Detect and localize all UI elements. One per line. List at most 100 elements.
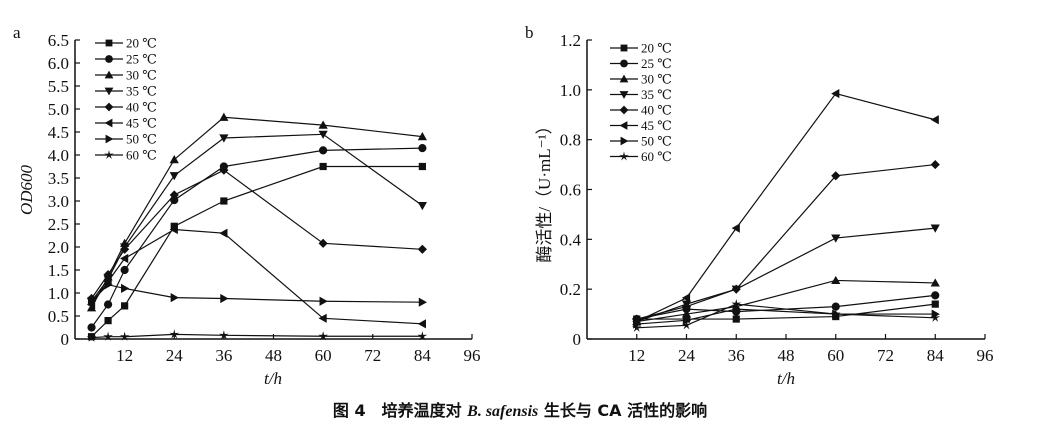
marker-triangle-left	[120, 253, 129, 264]
marker-triangle-left	[731, 223, 740, 233]
marker-circle	[831, 302, 840, 311]
marker-triangle-left	[318, 313, 327, 323]
marker-triangle-right	[682, 315, 692, 325]
marker-circle	[418, 144, 427, 153]
x-tick-label: 48	[778, 346, 795, 365]
legend-label: 40 ℃	[641, 103, 672, 118]
marker-triangle-right	[87, 296, 97, 306]
marker-triangle-right	[931, 309, 940, 319]
y-tick-label: 4.0	[48, 146, 69, 165]
y-tick-label: 6.5	[48, 31, 69, 50]
x-tick-label: 84	[927, 346, 945, 365]
legend-label: 35 ℃	[641, 87, 672, 102]
x-tick-label: 36	[215, 346, 232, 365]
y-axis-label: OD600	[17, 164, 36, 215]
marker-triangle-down	[831, 234, 841, 243]
x-tick-label: 60	[827, 346, 844, 365]
marker-square	[931, 300, 939, 308]
legend-label: 60 ℃	[641, 149, 672, 164]
marker-square	[105, 39, 113, 47]
marker-star	[731, 299, 742, 309]
series-45c	[86, 224, 426, 329]
x-tick-label: 84	[414, 346, 432, 365]
marker-star	[830, 309, 841, 319]
marker-diamond	[417, 244, 427, 254]
marker-diamond	[831, 171, 841, 181]
panel-b: t/h 酶活性/（U·mL⁻¹） b 0 0.2 0.4 0.6 0.8 1.0 1.2 12 2…	[525, 23, 994, 388]
marker-triangle-down	[417, 202, 427, 211]
marker-diamond	[731, 284, 741, 294]
legend: 20 ℃25 ℃30 ℃35 ℃40 ℃45 ℃50 ℃60 ℃	[610, 41, 672, 164]
marker-star	[619, 151, 629, 161]
series-60c	[86, 329, 428, 342]
marker-triangle-right	[620, 136, 629, 146]
x-tick-label: 72	[877, 346, 894, 365]
marker-triangle-right	[104, 280, 113, 290]
marker-triangle-right	[121, 283, 130, 293]
y-tick-label: 0.2	[560, 280, 581, 299]
y-tick-label: 1.2	[560, 31, 581, 50]
x-tick-label: 12	[116, 346, 133, 365]
series-line	[636, 163, 936, 320]
y-tick-label: 2.5	[48, 215, 69, 234]
marker-triangle-up	[619, 74, 629, 83]
x-tick-label: 36	[728, 346, 745, 365]
marker-triangle-up	[681, 309, 692, 318]
marker-square	[121, 302, 129, 310]
x-tick-label: 12	[628, 346, 645, 365]
marker-triangle-up	[86, 303, 97, 312]
legend-label: 30 ℃	[641, 72, 672, 87]
marker-circle	[319, 146, 328, 155]
marker-circle	[105, 55, 113, 63]
series-40c	[86, 165, 427, 304]
panel-label: b	[525, 23, 534, 42]
marker-star	[104, 150, 114, 159]
y-tick-label: 1.5	[48, 261, 69, 280]
legend-label: 35 ℃	[126, 84, 157, 99]
series-line	[636, 92, 936, 323]
marker-triangle-right	[418, 297, 427, 307]
y-tick-label: 1.0	[560, 81, 581, 100]
y-tick-label: 3.0	[48, 192, 69, 211]
caption-prefix: 图 4 培养温度对	[333, 401, 467, 420]
marker-square	[220, 197, 228, 205]
marker-circle	[87, 323, 96, 332]
marker-triangle-up	[417, 132, 427, 141]
marker-triangle-down	[619, 91, 629, 99]
marker-circle	[103, 300, 113, 309]
x-tick-label: 48	[265, 346, 282, 365]
marker-triangle-left	[417, 319, 426, 329]
marker-star	[318, 331, 328, 341]
marker-triangle-left	[930, 115, 939, 125]
marker-triangle-left	[104, 118, 113, 128]
marker-star	[219, 330, 229, 340]
y-tick-label: 3.5	[48, 169, 69, 188]
x-tick-label: 96	[464, 346, 481, 365]
marker-diamond	[219, 165, 229, 175]
y-tick-label: 0	[573, 330, 582, 349]
series-20c	[87, 162, 426, 341]
marker-square	[104, 317, 112, 325]
x-axis-label: t/h	[777, 369, 795, 388]
legend-label: 45 ℃	[126, 116, 157, 131]
marker-square	[170, 222, 178, 230]
x-tick-label: 60	[315, 346, 332, 365]
marker-triangle-up	[831, 275, 841, 285]
marker-star	[169, 329, 180, 339]
marker-circle	[120, 265, 129, 275]
marker-star	[930, 312, 941, 322]
x-axis-label: t/h	[264, 369, 282, 388]
marker-diamond	[169, 190, 179, 200]
marker-star	[681, 320, 692, 330]
marker-diamond	[86, 293, 97, 304]
marker-diamond	[681, 302, 692, 312]
x-tick-label: 72	[364, 346, 381, 365]
marker-star	[417, 331, 428, 341]
marker-triangle-left	[169, 224, 178, 235]
marker-diamond	[619, 105, 629, 115]
y-tick-label: 0.8	[560, 131, 581, 150]
marker-triangle-down	[169, 172, 179, 181]
series-line	[91, 284, 423, 303]
y-tick-label: 0	[61, 330, 70, 349]
marker-triangle-down	[930, 224, 940, 233]
